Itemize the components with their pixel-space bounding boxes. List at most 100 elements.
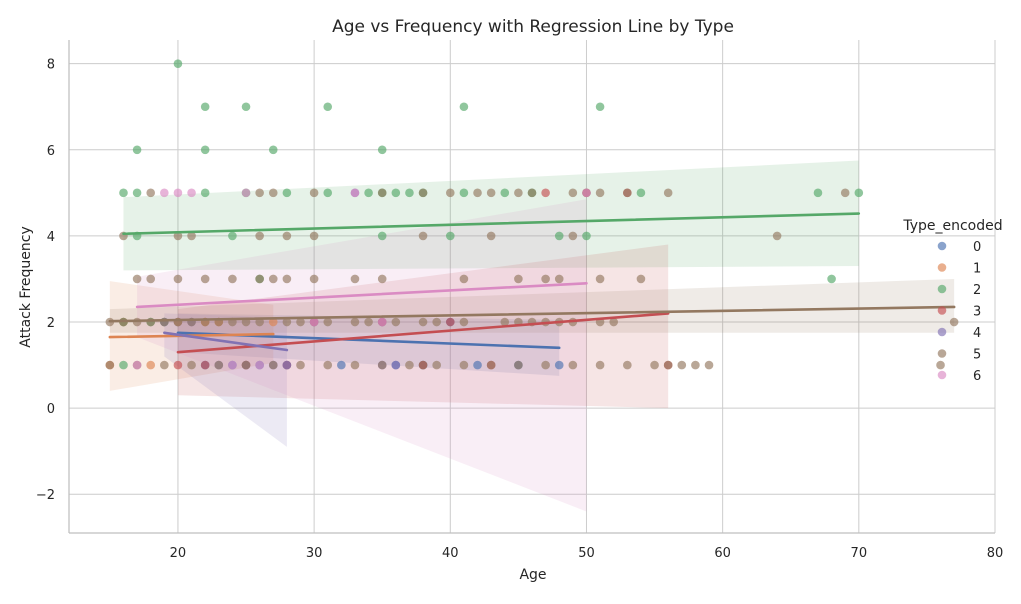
y-tick-label: 4	[47, 230, 55, 245]
data-point-type-5	[377, 360, 387, 370]
regression-line-type-2	[122, 212, 861, 236]
data-point-type-5	[595, 188, 605, 198]
confidence-band-type-6	[137, 199, 587, 512]
data-point-type-2	[554, 231, 564, 241]
data-point-type-5	[268, 188, 278, 198]
data-point-type-2	[132, 145, 142, 155]
data-point-type-2	[500, 188, 510, 198]
data-point-type-5	[636, 274, 646, 284]
data-point-type-5	[309, 231, 319, 241]
data-point-type-6	[350, 188, 360, 198]
data-point-type-5	[173, 274, 183, 284]
data-point-type-5	[377, 274, 387, 284]
data-point-type-5	[282, 231, 292, 241]
legend-title: Type_encoded	[902, 218, 1002, 234]
data-point-type-2	[459, 188, 469, 198]
data-point-type-6	[160, 188, 169, 198]
y-tick-label: 2	[47, 316, 55, 331]
data-point-type-0	[473, 360, 482, 370]
data-point-type-5	[514, 274, 523, 284]
data-point-type-2	[323, 188, 333, 198]
data-point-type-5	[568, 360, 578, 370]
x-tick-label: 40	[442, 546, 459, 561]
data-point-type-6	[582, 188, 591, 198]
data-point-type-5	[391, 317, 401, 327]
data-point-type-5	[459, 317, 469, 327]
data-point-type-2	[377, 231, 387, 241]
data-point-type-5	[255, 231, 264, 241]
legend-marker-type-4	[937, 327, 947, 337]
data-point-type-2	[636, 188, 646, 198]
data-point-type-5	[364, 317, 373, 327]
data-point-type-2	[827, 274, 836, 284]
data-point-type-5	[541, 274, 550, 284]
data-point-type-2	[241, 102, 251, 112]
data-point-type-6	[173, 188, 183, 198]
confidence-band-type-2	[123, 160, 859, 271]
data-point-type-0	[554, 360, 564, 370]
legend-label-type-2: 2	[973, 283, 981, 298]
y-tick-label: 6	[47, 144, 55, 159]
data-point-type-6	[309, 317, 319, 327]
x-tick-label: 60	[714, 546, 731, 561]
x-axis-label: Age	[519, 567, 546, 583]
data-point-type-1	[146, 360, 156, 370]
x-tick-label: 70	[851, 546, 868, 561]
data-point-type-5	[772, 231, 782, 241]
data-point-type-5	[432, 317, 441, 327]
data-point-type-1	[268, 317, 278, 327]
data-point-type-3	[418, 360, 428, 370]
data-point-type-6	[377, 317, 387, 327]
data-point-type-2	[813, 188, 823, 198]
legend-marker-type-1	[937, 263, 947, 272]
data-point-type-5	[296, 360, 305, 370]
data-point-type-5	[609, 317, 619, 327]
data-point-type-5	[241, 360, 251, 370]
y-tick-label: 0	[47, 402, 55, 417]
regression-line-type-4	[163, 331, 289, 352]
data-point-type-2	[200, 102, 210, 112]
legend-marker-type-2	[937, 284, 947, 294]
data-point-type-5	[514, 360, 523, 370]
data-point-type-5	[445, 188, 455, 198]
data-point-type-2	[595, 102, 605, 112]
data-point-type-5	[350, 317, 360, 327]
data-point-type-3	[173, 360, 183, 370]
legend-label-type-0: 0	[973, 240, 981, 255]
data-point-type-5	[459, 360, 469, 370]
data-point-type-5	[200, 274, 210, 284]
data-point-type-5	[949, 317, 959, 327]
data-point-type-5	[296, 317, 305, 327]
data-point-type-5	[187, 360, 196, 370]
legend-items: 0 1 2 3 4 5 6	[937, 240, 981, 384]
data-point-type-0	[337, 360, 346, 370]
data-point-type-5	[623, 360, 632, 370]
axes	[68, 40, 995, 534]
legend-label-type-4: 4	[973, 326, 981, 341]
y-axis-label: Attack Frequency	[18, 226, 34, 347]
data-point-type-5	[105, 360, 115, 370]
data-point-type-5	[255, 274, 264, 284]
data-point-type-2	[228, 231, 237, 241]
data-point-type-5	[677, 360, 687, 370]
data-point-type-5	[541, 360, 550, 370]
data-point-type-5	[323, 360, 333, 370]
data-point-type-5	[350, 274, 360, 284]
regression-line-type-5	[108, 305, 956, 323]
y-tick-label: 8	[47, 58, 55, 73]
data-point-type-5	[418, 317, 428, 327]
legend-label-type-3: 3	[973, 305, 981, 320]
data-point-type-6	[228, 360, 237, 370]
data-point-type-5	[595, 360, 605, 370]
data-point-type-2	[200, 188, 210, 198]
data-point-type-5	[840, 188, 850, 198]
data-point-type-5	[432, 360, 441, 370]
x-tick-label: 30	[306, 546, 323, 561]
data-point-type-5	[309, 274, 319, 284]
chart-title: Age vs Frequency with Regression Line by…	[332, 17, 734, 37]
data-point-type-5	[187, 231, 196, 241]
legend-label-type-5: 5	[973, 348, 981, 363]
data-point-type-5	[282, 274, 292, 284]
data-point-type-5	[323, 317, 333, 327]
